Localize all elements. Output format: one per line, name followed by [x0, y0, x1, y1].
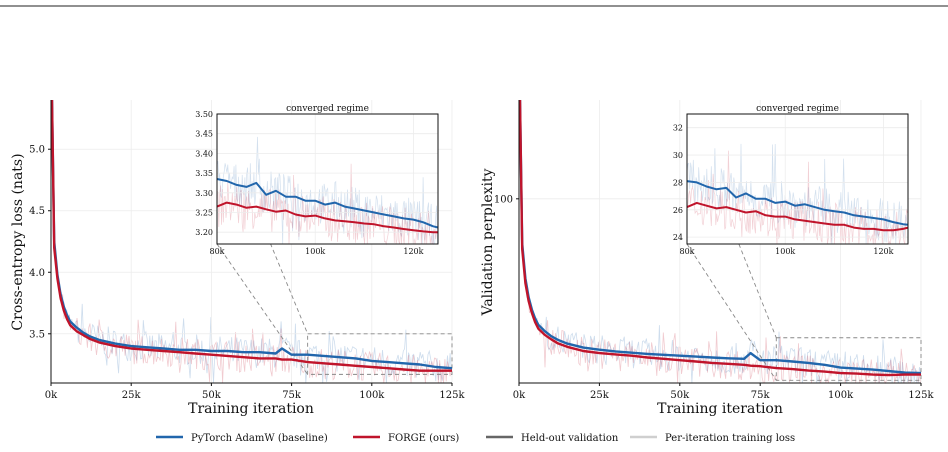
- x-axis-label: Training iteration: [657, 401, 783, 417]
- inset-y-tick-label: 30: [673, 151, 683, 160]
- inset-y-tick-label: 3.45: [195, 130, 213, 139]
- series-line-baseline: [50, 99, 453, 370]
- legend-label-baseline: PyTorch AdamW (baseline): [191, 433, 328, 444]
- tick-labels: 0k 25k 50k 75k 100k 125k 3.5 4.0 4.5 5.0: [29, 145, 465, 401]
- inset-background: [687, 114, 908, 244]
- y-tick-label: 3.5: [29, 329, 45, 340]
- inset-x-tick-label: 120k: [873, 247, 893, 256]
- inset-title: converged regime: [756, 104, 839, 114]
- y-axis-label: Validation perplexity: [480, 168, 496, 316]
- x-axis-label: Training iteration: [188, 401, 314, 417]
- axes: [50, 100, 452, 384]
- x-tick-label: 75k: [751, 390, 771, 401]
- zoom-region: [307, 333, 453, 375]
- inset-series-line-forge: [216, 201, 438, 234]
- inset-y-tick-label: 3.25: [195, 208, 213, 217]
- perplexity-panel: 0k 25k 50k 75k 100k 125k 100 Training iteratio…: [480, 99, 935, 417]
- inset-series-lines: [216, 178, 439, 234]
- legend-label-forge: FORGE (ours): [388, 433, 459, 444]
- inset-y-tick-label: 3.35: [195, 169, 213, 178]
- series-line-forge: [50, 99, 452, 372]
- legend-item-baseline: PyTorch AdamW (baseline): [156, 433, 328, 444]
- inset-series-line-forge: [686, 201, 909, 232]
- x-tick-label: 75k: [282, 390, 302, 401]
- x-tick-label: 125k: [439, 390, 465, 401]
- zoom-guides: [216, 113, 453, 375]
- legend-label-validation: Held-out validation: [521, 433, 619, 444]
- series-lines: [50, 99, 453, 372]
- y-axis-label: Cross-entropy loss (nats): [10, 153, 26, 330]
- inset-y-tick-label: 24: [673, 233, 683, 242]
- inset-y-tick-label: 32: [673, 124, 683, 133]
- training-noise-trace: [50, 105, 452, 384]
- series-line-baseline: [518, 99, 922, 375]
- inset-background: [217, 114, 438, 244]
- inset-converged-regime: 80k 100k 120k 24 26 28 30 32 converged regime: [673, 104, 909, 256]
- x-tick-label: 100k: [359, 390, 385, 401]
- inset-y-tick-label: 3.30: [195, 189, 213, 198]
- inset-noise-trace: [686, 143, 908, 245]
- y-tick-label: 5.0: [29, 145, 45, 156]
- inset-noise-trace: [216, 136, 438, 246]
- y-tick-label: 100: [494, 194, 513, 205]
- x-tick-label: 50k: [202, 390, 222, 401]
- inset-series-line-baseline: [216, 178, 439, 229]
- inset-tick-labels: 80k 100k 120k 24 26 28 30 32: [673, 124, 894, 256]
- inset-x-tick-label: 80k: [679, 247, 694, 256]
- legend: PyTorch AdamW (baseline) FORGE (ours) He…: [156, 433, 795, 444]
- legend-item-forge: FORGE (ours): [353, 433, 459, 444]
- inset-frame: [216, 113, 439, 245]
- inset-x-tick-label: 100k: [775, 247, 795, 256]
- y-tick-label: 4.5: [29, 206, 45, 217]
- inset-x-tick-label: 100k: [305, 247, 325, 256]
- inset-y-tick-label: 3.50: [195, 110, 213, 119]
- inset-series-line-baseline: [686, 180, 909, 226]
- x-tick-label: 50k: [670, 390, 690, 401]
- training-noise-trace: [518, 99, 922, 384]
- zoom-connector-bottom: [686, 243, 777, 381]
- zoom-connector-bottom: [216, 243, 309, 375]
- x-tick-label: 25k: [590, 390, 610, 401]
- x-tick-label: 100k: [828, 390, 854, 401]
- inset-converged-regime: 80k 100k 120k3.203.253.303.353.403.453.50 …: [195, 104, 439, 256]
- inset-tick-labels: 80k 100k 120k 3.20 3.25 3.30 3.35 3.40 3.45 3.50: [195, 110, 423, 256]
- axes: [518, 100, 921, 384]
- inset-x-tick-label: 80k: [209, 247, 224, 256]
- inset-x-tick-label: 120k: [403, 247, 423, 256]
- x-tick-label: 0k: [513, 390, 526, 401]
- zoom-connector-top: [216, 113, 309, 334]
- inset-y-tick-label: 3.20: [195, 228, 213, 237]
- loss-panel: 0k 25k 50k 75k 100k 125k 3.5 4.0 4.5 5.0 Training…: [10, 99, 466, 417]
- series-lines: [518, 99, 922, 377]
- series-line-forge: [518, 99, 921, 377]
- x-tick-label: 25k: [122, 390, 142, 401]
- inset-y-tick-label: 28: [673, 178, 683, 187]
- legend-label-training: Per-iteration training loss: [665, 433, 795, 444]
- inset-training-noise: [686, 143, 908, 245]
- inset-y-tick-label: 26: [673, 206, 683, 215]
- inset-y-tick-label: 3.40: [195, 149, 213, 158]
- inset-noise-trace: [686, 150, 908, 245]
- tick-labels: 0k 25k 50k 75k 100k 125k 100: [494, 194, 935, 401]
- inset-title: converged regime: [286, 104, 369, 114]
- legend-item-training: Per-iteration training loss: [630, 433, 795, 444]
- legend-item-validation: Held-out validation: [486, 433, 619, 444]
- y-tick-label: 4.0: [29, 268, 45, 279]
- x-tick-label: 0k: [45, 390, 58, 401]
- inset-frame: [686, 113, 909, 245]
- inset-series-lines: [686, 180, 909, 232]
- x-tick-label: 125k: [908, 390, 934, 401]
